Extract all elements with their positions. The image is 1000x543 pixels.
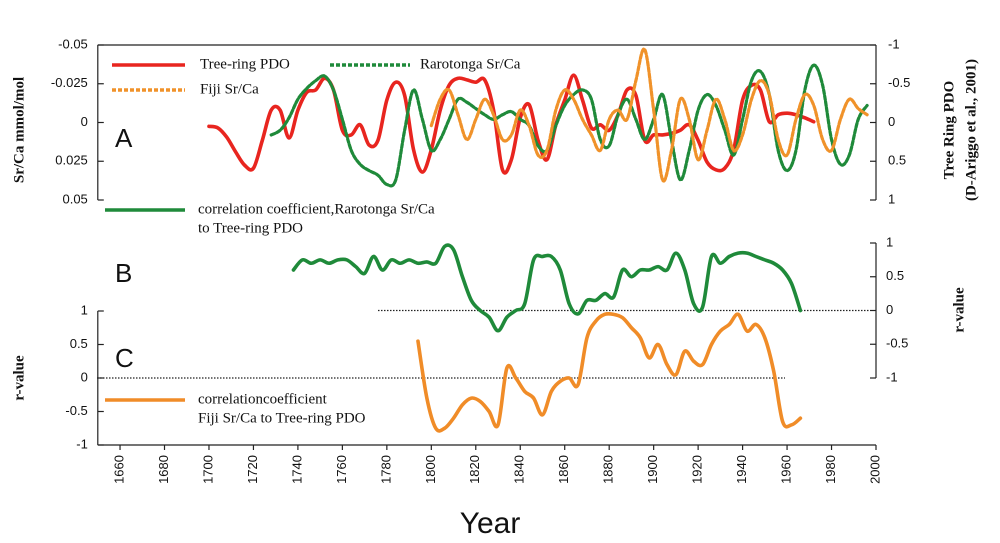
legend-label: correlationcoefficient bbox=[198, 391, 328, 407]
x-tick-label: 1840 bbox=[512, 455, 527, 484]
x-tick-label: 1940 bbox=[734, 455, 749, 484]
legend-label: Fiji Sr/Ca to Tree-ring PDO bbox=[198, 410, 366, 426]
x-tick-label: 1980 bbox=[823, 455, 838, 484]
y-tick-label: -1 bbox=[76, 436, 88, 451]
y-tick-label: 1 bbox=[886, 234, 893, 249]
data-line bbox=[291, 243, 803, 333]
y2-tick-label: 1 bbox=[888, 191, 895, 206]
x-tick-label: 1760 bbox=[334, 455, 349, 484]
panel-label: A bbox=[115, 123, 133, 153]
x-tick-label: 1860 bbox=[556, 455, 571, 484]
x-tick-label: 1740 bbox=[289, 455, 304, 484]
y-tick-label: 0 bbox=[81, 369, 88, 384]
x-axis-title: Year bbox=[460, 507, 521, 540]
y-tick-label: 0.5 bbox=[886, 268, 904, 283]
y2-tick-label: -1 bbox=[888, 36, 900, 51]
x-tick-label: 1700 bbox=[200, 455, 215, 484]
y-tick-label: 0.05 bbox=[62, 191, 87, 206]
x-tick-label: 1900 bbox=[645, 455, 660, 484]
y-tick-label: 1 bbox=[81, 302, 88, 317]
y-tick-label: -0.025 bbox=[51, 75, 88, 90]
y-tick-label: -0.5 bbox=[886, 336, 908, 351]
data-line bbox=[416, 311, 803, 433]
y-tick-label: -1 bbox=[886, 369, 898, 384]
y2-axis-title: (D-Ariggo et al., 2001) bbox=[963, 59, 979, 201]
legend-label: correlation coefficient,Rarotonga Sr/Ca bbox=[198, 201, 435, 217]
x-tick-label: 1960 bbox=[779, 455, 794, 484]
y-axis-title: Sr/Ca mmol/mol bbox=[11, 77, 27, 183]
x-tick-label: 1680 bbox=[156, 455, 171, 484]
y-tick-label: 0.025 bbox=[55, 153, 88, 168]
x-tick-label: 1660 bbox=[111, 455, 126, 484]
legend-label: Rarotonga Sr/Ca bbox=[420, 56, 521, 72]
x-tick-label: 1820 bbox=[467, 455, 482, 484]
data-line bbox=[429, 47, 869, 183]
x-tick-label: 1800 bbox=[423, 455, 438, 484]
y-axis-title: r-value bbox=[951, 287, 967, 333]
y-tick-label: 0 bbox=[886, 302, 893, 317]
x-tick-label: 1920 bbox=[690, 455, 705, 484]
y-tick-label: 0 bbox=[81, 114, 88, 129]
x-tick-label: 1880 bbox=[601, 455, 616, 484]
legend-label: Fiji Sr/Ca bbox=[200, 81, 259, 97]
y2-tick-label: 0 bbox=[888, 114, 895, 129]
legend-label: to Tree-ring PDO bbox=[198, 220, 303, 236]
y-axis-title: r-value bbox=[11, 355, 27, 401]
y2-tick-label: 0.5 bbox=[888, 153, 906, 168]
x-tick-label: 1720 bbox=[245, 455, 260, 484]
panel-label: C bbox=[115, 343, 134, 373]
data-line bbox=[207, 73, 816, 175]
x-tick-label: 2000 bbox=[867, 455, 882, 484]
x-tick-label: 1780 bbox=[378, 455, 393, 484]
y-tick-label: -0.05 bbox=[58, 36, 88, 51]
legend-label: Tree-ring PDO bbox=[200, 56, 290, 72]
panel-label: B bbox=[115, 258, 132, 288]
y-tick-label: -0.5 bbox=[65, 403, 87, 418]
y2-axis-title: Tree Ring PDO bbox=[941, 81, 957, 180]
y2-tick-label: -0.5 bbox=[888, 75, 910, 90]
y-tick-label: 0.5 bbox=[70, 336, 88, 351]
